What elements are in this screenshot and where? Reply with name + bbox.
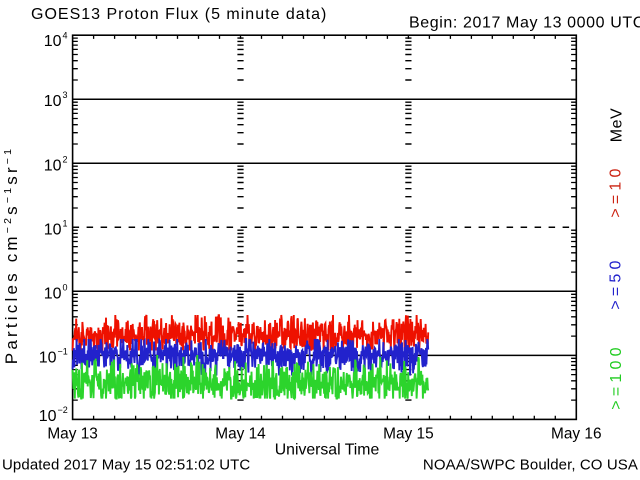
svg-text:−1: −1 (58, 346, 68, 356)
svg-text:2: 2 (63, 154, 68, 164)
svg-text:3: 3 (63, 90, 68, 100)
svg-text:>=100: >=100 (608, 343, 625, 409)
svg-text:May 16: May 16 (551, 426, 601, 443)
svg-text:1: 1 (63, 218, 68, 228)
svg-text:>=50: >=50 (608, 256, 625, 309)
svg-text:GOES13 Proton Flux (5 minute d: GOES13 Proton Flux (5 minute data) (31, 6, 327, 23)
svg-text:Begin: 2017 May 13 0000 UTC: Begin: 2017 May 13 0000 UTC (409, 15, 640, 32)
svg-text:−2: −2 (58, 405, 68, 415)
svg-text:10: 10 (39, 408, 57, 425)
svg-text:Particles cm−2s−1sr−1: Particles cm−2s−1sr−1 (2, 146, 21, 364)
svg-text:10: 10 (44, 93, 62, 110)
svg-text:4: 4 (63, 30, 68, 40)
svg-text:Universal Time: Universal Time (275, 442, 380, 459)
svg-text:10: 10 (39, 349, 57, 366)
svg-text:10: 10 (44, 33, 62, 50)
svg-text:May 13: May 13 (47, 426, 97, 443)
svg-text:May 15: May 15 (383, 426, 433, 443)
svg-text:MeV: MeV (609, 108, 626, 142)
svg-text:10: 10 (44, 157, 62, 174)
svg-text:10: 10 (44, 221, 62, 238)
svg-text:May 14: May 14 (215, 426, 266, 443)
svg-text:Updated 2017 May 15 02:51:02 U: Updated 2017 May 15 02:51:02 UTC (2, 457, 250, 474)
svg-text:0: 0 (63, 282, 68, 292)
svg-text:10: 10 (44, 285, 62, 302)
svg-text:NOAA/SWPC Boulder, CO USA: NOAA/SWPC Boulder, CO USA (423, 457, 638, 474)
svg-text:>=10: >=10 (608, 164, 625, 217)
